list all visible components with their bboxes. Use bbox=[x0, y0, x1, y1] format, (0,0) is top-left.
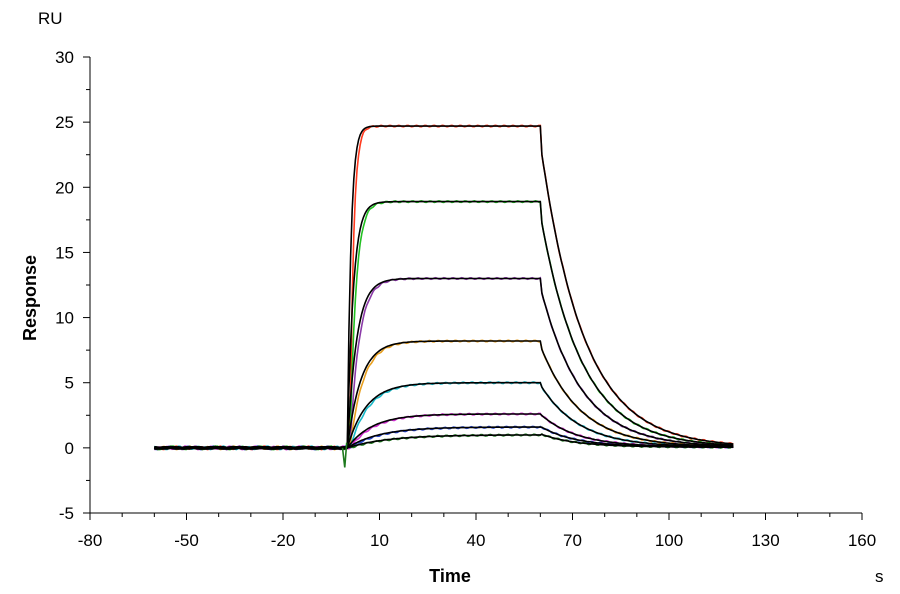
plot-area bbox=[153, 124, 734, 468]
x-tick-label: -20 bbox=[271, 531, 296, 550]
x-tick-label: 130 bbox=[751, 531, 779, 550]
y-tick-label: 0 bbox=[65, 439, 74, 458]
y-tick-label: 20 bbox=[55, 178, 74, 197]
fit-curve bbox=[154, 125, 734, 450]
x-tick-label: 160 bbox=[848, 531, 876, 550]
y-tick-label: 5 bbox=[65, 374, 74, 393]
fit-curve bbox=[154, 433, 734, 450]
fit-curve bbox=[154, 200, 734, 450]
measured-curve bbox=[154, 339, 734, 451]
y-tick-label: 30 bbox=[55, 48, 74, 67]
x-unit-label: s bbox=[875, 567, 884, 586]
x-tick-label: -50 bbox=[174, 531, 199, 550]
x-axis-ticks: -80 -50 -20 10 40 70 100 130 160 bbox=[78, 513, 876, 550]
fit-curve bbox=[154, 413, 734, 450]
y-axis-title: Response bbox=[20, 255, 40, 341]
y-tick-label: 10 bbox=[55, 309, 74, 328]
y-tick-label: -5 bbox=[59, 504, 74, 523]
x-tick-label: 10 bbox=[370, 531, 389, 550]
fit-curve bbox=[154, 277, 734, 450]
measured-curve bbox=[153, 412, 734, 451]
x-axis-title: Time bbox=[429, 566, 471, 586]
y-tick-label: 25 bbox=[55, 113, 74, 132]
measured-curve bbox=[153, 276, 734, 451]
fit-curve bbox=[154, 340, 734, 450]
y-axis-ticks: -5 0 5 10 15 20 25 30 bbox=[55, 48, 90, 523]
x-tick-label: 40 bbox=[467, 531, 486, 550]
y-unit-label: RU bbox=[38, 9, 63, 28]
y-tick-label: 15 bbox=[55, 243, 74, 262]
x-tick-label: 70 bbox=[563, 531, 582, 550]
injection-spike bbox=[341, 442, 348, 468]
measured-curve bbox=[154, 199, 734, 451]
x-tick-label: 100 bbox=[655, 531, 683, 550]
x-tick-label: -80 bbox=[78, 531, 103, 550]
measured-curve bbox=[154, 124, 734, 451]
